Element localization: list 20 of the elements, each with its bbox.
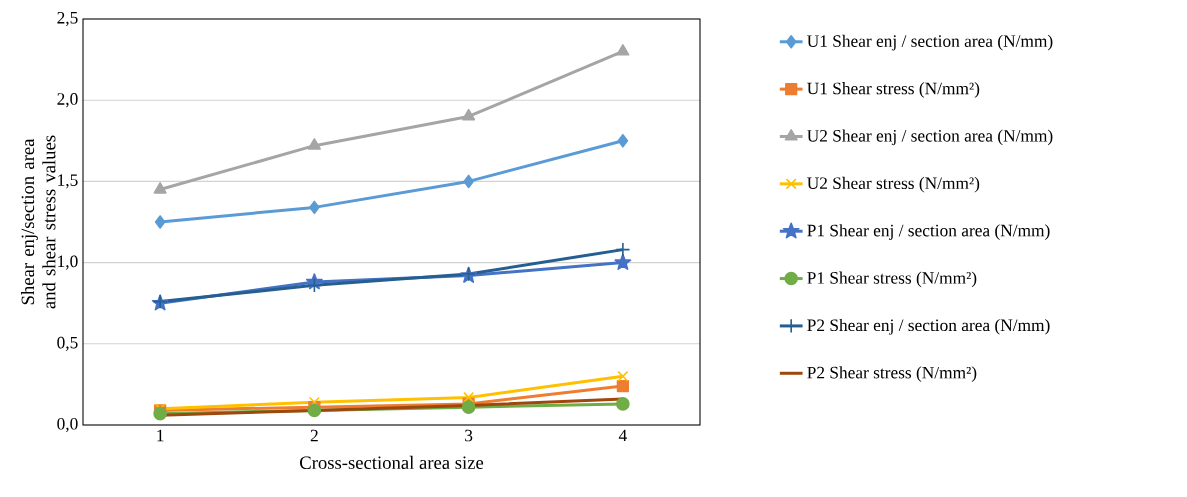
legend-label: P1 Shear enj / section area (N/mm) xyxy=(807,224,1050,240)
y-tick-label: 0,0 xyxy=(57,417,78,433)
legend-label: U2 Shear stress (N/mm²) xyxy=(807,176,980,193)
y-axis-title: Shear enj/section area and shear stress values xyxy=(20,135,56,309)
y-tick-label: 2,5 xyxy=(57,11,78,27)
x-axis-title: Cross-sectional area size xyxy=(300,455,484,469)
x-tick-label: 2 xyxy=(310,429,318,442)
legend-label: U2 Shear enj / section area (N/mm) xyxy=(807,129,1053,146)
y-tick-label: 1,5 xyxy=(58,174,78,189)
legend-label: U1 Shear enj / section area (N/mm) xyxy=(807,34,1053,51)
legend-label: P2 Shear stress (N/mm²) xyxy=(807,366,977,382)
y-tick-label: 1,0 xyxy=(58,255,78,270)
x-tick-label: 4 xyxy=(618,429,627,442)
legend-label: P1 Shear stress (N/mm²) xyxy=(807,271,977,288)
legend-label: U1 Shear stress (N/mm²) xyxy=(807,82,980,98)
x-tick-label: 3 xyxy=(465,429,473,442)
y-tick-label: 0,5 xyxy=(57,336,78,351)
y-tick-label: 2,0 xyxy=(57,93,78,108)
legend-label: P2 Shear enj / section area (N/mm) xyxy=(807,318,1050,335)
x-tick-label: 1 xyxy=(157,429,164,442)
